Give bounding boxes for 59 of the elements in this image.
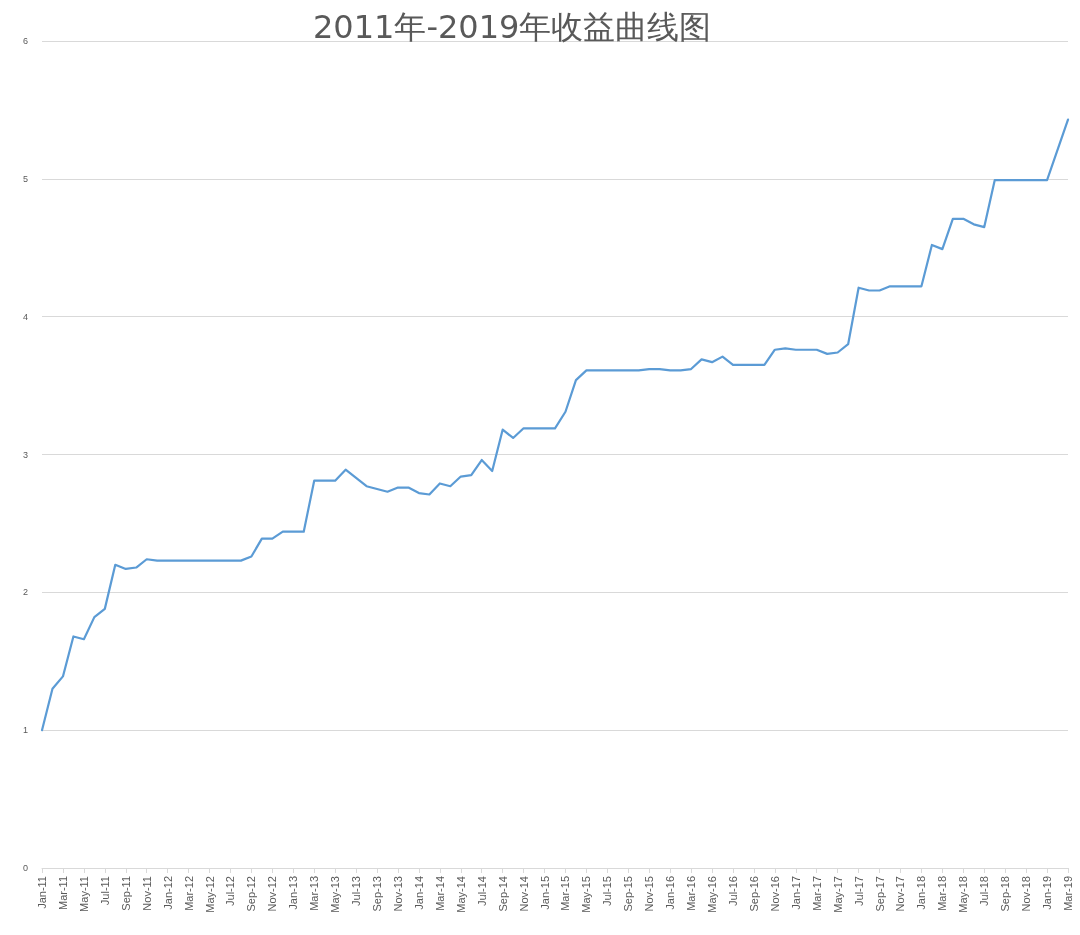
x-tick-label: May-13 — [329, 876, 342, 913]
x-tick-label: Jul-16 — [726, 876, 739, 906]
x-tick-label: May-18 — [957, 876, 970, 913]
x-tick-label: Sep-11 — [119, 876, 132, 911]
x-tick-label: May-15 — [580, 876, 593, 913]
x-tick-label: Nov-12 — [266, 876, 279, 912]
x-tick-label: Jul-14 — [475, 876, 488, 906]
x-tick-label: Jan-15 — [538, 876, 551, 910]
x-tick-label: Nov-11 — [140, 876, 153, 911]
x-tick-label: Nov-14 — [517, 876, 530, 912]
x-tick-label: Jan-16 — [664, 876, 677, 910]
x-tick-label: Mar-13 — [308, 876, 321, 911]
x-tick-label: Nov-15 — [643, 876, 656, 912]
x-tick-label: Mar-19 — [1062, 876, 1074, 911]
x-tick-label: Sep-18 — [999, 876, 1012, 912]
x-tick-label: Nov-18 — [1020, 876, 1033, 912]
x-tick-label: Mar-12 — [182, 876, 195, 911]
x-tick-label: May-16 — [706, 876, 719, 913]
x-tick-label: Jan-17 — [789, 876, 802, 910]
line-series — [40, 118, 1070, 732]
x-tick-label: Sep-14 — [496, 876, 509, 912]
chart-title: 2011年-2019年收益曲线图 — [313, 8, 712, 46]
x-tick-label: Jan-13 — [287, 876, 300, 910]
y-tick-label: 0 — [22, 863, 28, 873]
x-tick-label: Jul-12 — [224, 876, 237, 906]
x-tick-label: Jul-11 — [98, 876, 111, 906]
x-tick-label: Mar-16 — [685, 876, 698, 911]
x-tick-label: Jan-19 — [1041, 876, 1054, 910]
x-tick-label: Mar-15 — [559, 876, 572, 911]
x-tick-label: Jul-18 — [978, 876, 991, 906]
x-tick-label: Jul-17 — [852, 876, 865, 906]
x-tick-label: Jul-13 — [350, 876, 363, 906]
x-tick-label: Jul-15 — [601, 876, 614, 906]
x-tick-label: Mar-14 — [433, 876, 446, 911]
y-tick-label: 1 — [22, 725, 28, 736]
x-tick-label: May-12 — [203, 876, 216, 913]
x-tick-label: Jan-12 — [161, 876, 174, 910]
x-tick-label: Mar-17 — [810, 876, 823, 911]
x-tick-label: Mar-11 — [56, 876, 69, 911]
x-tick-label: Mar-18 — [936, 876, 949, 911]
x-tick-label: May-11 — [77, 876, 90, 912]
x-tick-label: Jan-11 — [36, 876, 48, 909]
x-tick-label: Nov-13 — [391, 876, 404, 912]
y-tick-label: 4 — [22, 311, 28, 322]
x-tick-label: Nov-17 — [894, 876, 907, 912]
x-tick-label: Sep-12 — [245, 876, 258, 912]
x-tick-label: Sep-17 — [873, 876, 886, 912]
x-tick-label: Jan-14 — [412, 876, 425, 910]
x-tick-label: Sep-15 — [622, 876, 635, 912]
x-tick-label: Nov-16 — [768, 876, 781, 912]
y-tick-label: 5 — [22, 173, 28, 184]
x-tick-label: May-14 — [454, 876, 467, 913]
y-tick-label: 3 — [22, 449, 28, 460]
y-tick-label: 6 — [22, 36, 28, 46]
x-tick-label: Sep-16 — [747, 876, 760, 912]
x-tick-label: Sep-13 — [371, 876, 384, 912]
x-tick-label: Jan-18 — [915, 876, 928, 910]
y-tick-label: 2 — [22, 587, 28, 598]
x-tick-label: May-17 — [831, 876, 844, 913]
